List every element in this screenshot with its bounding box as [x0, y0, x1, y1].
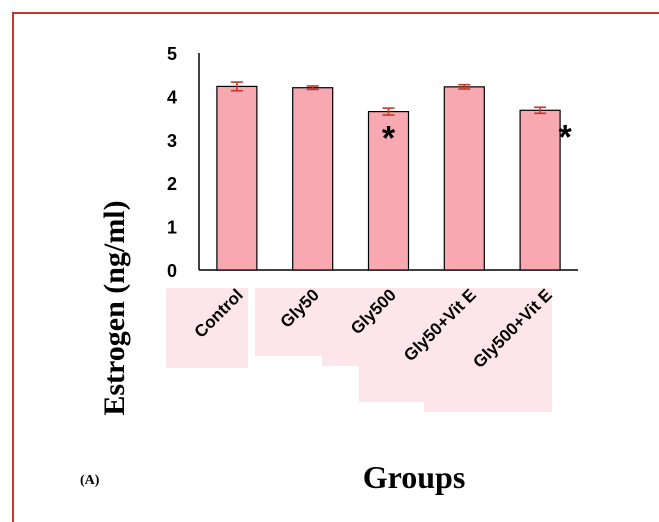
- y-tick-label-5: 5: [167, 44, 177, 64]
- significance-marker-4: *: [558, 118, 572, 156]
- y-tick-label-1: 1: [167, 218, 177, 238]
- y-tick-labels: 0 1 2 3 4 5: [167, 44, 177, 281]
- category-label-bg-1: [255, 288, 325, 356]
- bar-1: [292, 87, 334, 271]
- y-axis-label: Estrogen (ng/ml): [98, 200, 131, 415]
- category-label-backgrounds: [166, 288, 552, 412]
- bar-3: [443, 86, 485, 271]
- category-label-bg-0: [166, 288, 248, 368]
- x-axis-label: Groups: [363, 459, 466, 495]
- category-label-bg-4: [424, 288, 552, 412]
- figure-frame: [12, 12, 659, 522]
- bar-2: [367, 110, 410, 271]
- y-tick-label-4: 4: [167, 87, 177, 107]
- bars: * *: [216, 81, 572, 271]
- significance-marker-2: *: [382, 120, 396, 158]
- y-tick-label-2: 2: [167, 174, 177, 194]
- panel-label: (A): [80, 473, 100, 488]
- bar-4: [519, 109, 561, 271]
- y-tick-label-0: 0: [167, 261, 177, 281]
- y-tick-label-3: 3: [167, 131, 177, 151]
- bar-0: [216, 85, 258, 271]
